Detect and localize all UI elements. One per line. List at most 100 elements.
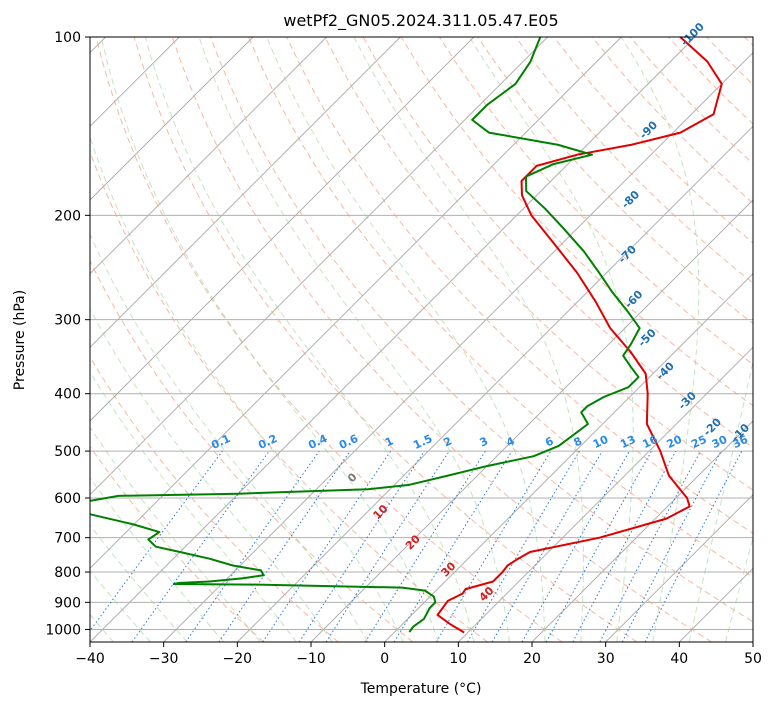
y-tick-label: 600 (54, 491, 81, 507)
mixing-ratio-line (393, 450, 513, 642)
dry-adiabat (90, 445, 264, 642)
blue-isoline-label: -30 (676, 389, 699, 412)
blue-isoline-label: -100 (678, 20, 707, 49)
y-tick-label: 200 (54, 208, 81, 224)
moist-adiabat (90, 476, 225, 642)
isotherm (163, 51, 753, 642)
mixing-ratio-line (435, 450, 552, 642)
temperature-line (436, 37, 723, 634)
isotherm (605, 493, 753, 642)
y-tick-label: 100 (54, 30, 81, 46)
isotherm (310, 199, 753, 642)
moist-adiabat (144, 37, 475, 642)
isotherm (752, 641, 753, 642)
blue-isoline-label: -40 (654, 359, 677, 382)
mixing-ratio-label: 3 (478, 434, 490, 449)
mixing-ratio-label: 0.1 (209, 432, 232, 452)
isotherm (90, 37, 696, 642)
moist-adiabat (90, 233, 369, 642)
x-tick-label: 50 (744, 651, 762, 667)
mixing-ratio-label: 1 (383, 434, 395, 449)
dry-adiabat (210, 37, 753, 623)
x-tick-label: 0 (380, 651, 389, 667)
isotherm (384, 272, 753, 642)
dry-adiabat (90, 259, 414, 642)
dry-adiabat (668, 37, 753, 125)
isotherm (531, 420, 753, 642)
mixing-ratio-line (131, 450, 270, 642)
dry-adiabat (171, 37, 712, 642)
mixing-ratio-line (599, 450, 701, 642)
mixing-ratio-line (218, 450, 351, 642)
isotherm (90, 37, 254, 201)
x-tick-label: 10 (449, 651, 467, 667)
y-tick-label: 700 (54, 531, 81, 547)
blue-isoline-label: -80 (619, 188, 642, 211)
moist-adiabat (266, 37, 546, 642)
mixing-ratio-label: 16 (640, 433, 660, 451)
x-axis-title: Temperature (°C) (360, 681, 482, 697)
red-isoline-label: 40 (477, 584, 497, 604)
x-tick-label: −30 (149, 651, 179, 667)
y-tick-label: 900 (54, 595, 81, 611)
red-isoline-label: 0 (345, 470, 360, 485)
dry-adiabat (90, 356, 339, 642)
dry-adiabat (706, 37, 753, 86)
y-tick-label: 400 (54, 387, 81, 403)
y-tick-label: 800 (54, 565, 81, 581)
x-tick-label: 30 (597, 651, 615, 667)
mixing-ratio-line (298, 450, 425, 642)
y-axis-title: Pressure (hPa) (12, 290, 28, 390)
mixing-ratio-label: 13 (618, 433, 637, 451)
moist-adiabat (469, 37, 634, 642)
moist-adiabat (353, 37, 584, 642)
moist-adiabat (198, 37, 510, 642)
y-tick-label: 300 (54, 313, 81, 329)
moist-adiabat (90, 426, 261, 642)
dry-adiabat (248, 37, 753, 578)
isotherm (678, 567, 753, 642)
isotherm (457, 346, 753, 642)
isotherm (236, 125, 753, 642)
x-tick-label: −40 (75, 651, 105, 667)
mixing-ratio-line (325, 450, 450, 642)
moist-adiabat (90, 135, 404, 642)
dry-adiabat (95, 37, 563, 642)
dry-adiabat (515, 37, 753, 284)
moist-adiabat (725, 536, 753, 642)
blue-isoline-label: -70 (616, 242, 639, 265)
dry-adiabat (90, 150, 488, 642)
red-isoline-label: 20 (403, 532, 423, 552)
y-tick-label: 500 (54, 444, 81, 460)
axes: −40 −30 −20 −10 0 10 20 30 40 5010020030040050060… (45, 30, 762, 667)
moist-adiabat (90, 370, 297, 642)
chart-title: wetPf2_GN05.2024.311.05.47.E05 (283, 11, 558, 31)
y-tick-label: 1000 (45, 622, 81, 638)
x-tick-label: 20 (523, 651, 541, 667)
mixing-ratio-label: 36 (731, 433, 751, 451)
plot-frame (89, 36, 754, 643)
dewpoint-line (90, 37, 641, 633)
mixing-ratio-label: 25 (689, 433, 708, 451)
mixing-ratio-line (545, 450, 653, 642)
moist-adiabat (90, 308, 333, 642)
dry-adiabat (553, 37, 753, 244)
mixing-ratio-line (90, 450, 223, 632)
red-isoline-label: 10 (371, 502, 391, 522)
red-isoline-label: 30 (439, 559, 459, 579)
mixing-ratio-line (364, 450, 486, 642)
mixing-ratio-line (644, 450, 743, 642)
isotherm (90, 37, 549, 496)
dry-adiabat (324, 37, 753, 491)
dry-adiabat (133, 37, 638, 642)
moist-adiabat (762, 37, 775, 642)
isotherm (90, 37, 401, 349)
mixing-ratio-line (572, 450, 677, 642)
mixing-ratio-label: 20 (665, 433, 685, 451)
x-tick-label: −10 (296, 651, 326, 667)
moist-adiabat (688, 358, 753, 642)
dry-adiabat (286, 37, 753, 534)
mixing-ratio-line (521, 450, 630, 642)
mixing-ratio-label: 10 (591, 433, 611, 451)
